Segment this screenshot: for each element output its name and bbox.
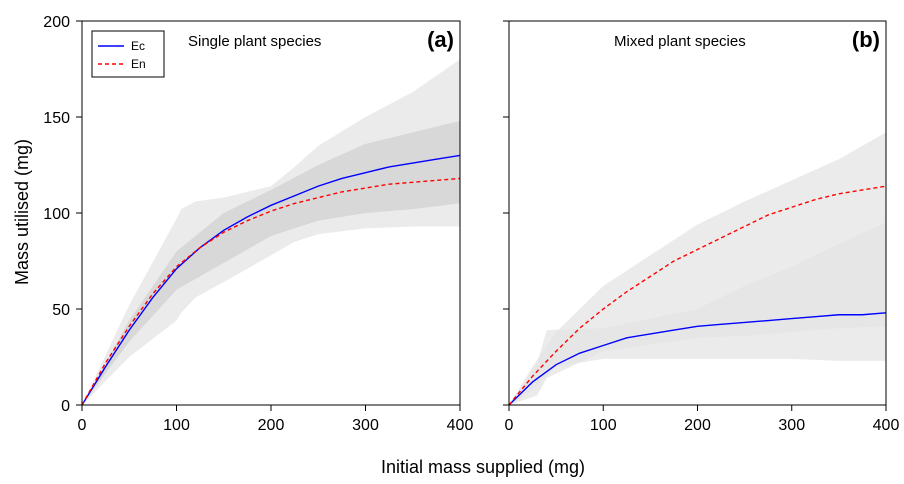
x-tick-label: 0 [505, 417, 514, 434]
panel-title: Single plant species [188, 33, 321, 50]
series-line-en [82, 177, 460, 405]
plot-area [82, 59, 460, 405]
x-axis-title: Initial mass supplied (mg) [381, 457, 585, 477]
x-tick-label: 0 [78, 417, 87, 434]
series-line-ec [82, 154, 460, 405]
y-tick-label: 100 [43, 206, 70, 223]
series-line-ec [509, 312, 886, 405]
x-tick-label: 100 [590, 417, 617, 434]
legend-label: Ec [131, 39, 145, 53]
legend: Ec En [91, 30, 165, 78]
y-axis-title: Mass utilised (mg) [12, 139, 32, 285]
x-tick-label: 400 [873, 417, 900, 434]
panel-title: Mixed plant species [614, 33, 746, 50]
panel-b: 0 100 200 300 400 Mixed plant species (b) [503, 20, 900, 434]
x-tick-label: 100 [163, 417, 190, 434]
y-tick-label: 0 [61, 398, 70, 415]
y-tick-label: 200 [43, 14, 70, 31]
y-tick-label: 50 [52, 302, 70, 319]
legend-box [91, 30, 165, 78]
series-line-en [509, 185, 886, 405]
confidence-band [509, 222, 886, 405]
panel-label: (b) [852, 27, 880, 52]
x-tick-label: 200 [684, 417, 711, 434]
x-tick-label: 300 [352, 417, 379, 434]
x-tick-label: 300 [778, 417, 805, 434]
panel-label: (a) [427, 27, 454, 52]
x-tick-label: 400 [447, 417, 474, 434]
panel-a: 0 100 200 300 400 0 50 100 150 200 Single plant sp… [43, 14, 473, 434]
confidence-band [82, 120, 460, 405]
plot-area [509, 132, 886, 405]
legend-label: En [131, 57, 146, 71]
y-tick-label: 150 [43, 110, 70, 127]
x-tick-label: 200 [258, 417, 285, 434]
